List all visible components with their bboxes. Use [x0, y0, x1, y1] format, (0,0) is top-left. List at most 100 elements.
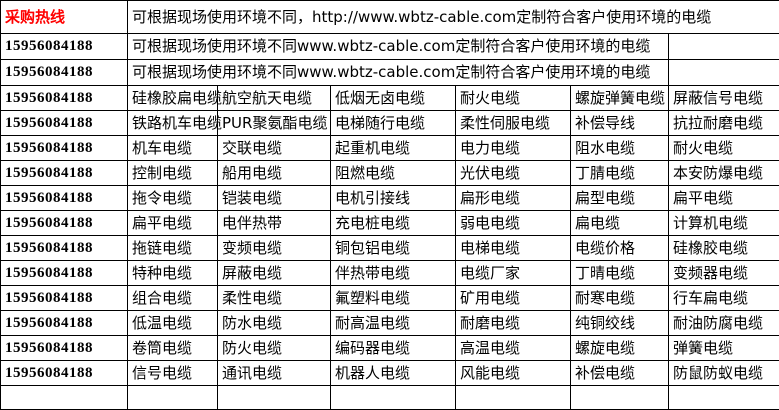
product-cell: 扁形电缆 — [456, 186, 571, 211]
product-cell: 本安防爆电缆 — [669, 161, 779, 186]
product-cell: 扁平电缆 — [669, 186, 779, 211]
product-cell: 编码器电缆 — [331, 336, 456, 361]
phone-number: 15956084188 — [1, 261, 128, 286]
product-cell: 扁平电缆 — [128, 211, 218, 236]
product-cell: 电机引接线 — [331, 186, 456, 211]
product-cell: 耐寒电缆 — [571, 286, 669, 311]
product-cell: 变频器电缆 — [669, 261, 779, 286]
product-cell: PUR聚氨酯电缆 — [218, 111, 331, 136]
product-cell: 计算机电缆 — [669, 211, 779, 236]
product-cell: 铠装电缆 — [218, 186, 331, 211]
promo-text-short: 可根据现场使用环境不同www.wbtz-cable.com定制符合客户使用环境的… — [128, 34, 669, 60]
product-cell: 防鼠防蚁电缆 — [669, 361, 779, 386]
product-cell: 电伴热带 — [218, 211, 331, 236]
empty-cell — [669, 386, 779, 410]
product-cell: 机车电缆 — [128, 136, 218, 161]
phone-number: 15956084188 — [1, 34, 128, 60]
product-cell: 弱电电缆 — [456, 211, 571, 236]
product-cell: 拖令电缆 — [128, 186, 218, 211]
product-cell: 光伏电缆 — [456, 161, 571, 186]
hotline-row: 采购热线 可根据现场使用环境不同，http://www.wbtz-cable.c… — [1, 1, 779, 34]
product-cell: 阻水电缆 — [571, 136, 669, 161]
product-cell: 机器人电缆 — [331, 361, 456, 386]
product-cell: 电缆价格 — [571, 236, 669, 261]
product-cell: 丁腈电缆 — [571, 161, 669, 186]
product-cell: 柔性电缆 — [218, 286, 331, 311]
product-cell: 电梯随行电缆 — [331, 111, 456, 136]
table-row: 15956084188 信号电缆 通讯电缆 机器人电缆 风能电缆 补偿电缆 防鼠… — [1, 361, 779, 386]
product-cell: 卷筒电缆 — [128, 336, 218, 361]
table-row: 15956084188 拖链电缆 变频电缆 铜包铝电缆 电梯电缆 电缆价格 硅橡… — [1, 236, 779, 261]
table-row: 15956084188 扁平电缆 电伴热带 充电桩电缆 弱电电缆 扁电缆 计算机… — [1, 211, 779, 236]
product-cell: 行车扁电缆 — [669, 286, 779, 311]
product-cell: 补偿导线 — [571, 111, 669, 136]
product-cell: 螺旋电缆 — [571, 336, 669, 361]
product-cell: 螺旋弹簧电缆 — [571, 86, 669, 111]
product-cell: 充电桩电缆 — [331, 211, 456, 236]
product-cell: 纯铜绞线 — [571, 311, 669, 336]
product-cell: 风能电缆 — [456, 361, 571, 386]
hotline-label: 采购热线 — [1, 1, 128, 34]
empty-cell — [218, 386, 331, 410]
product-cell: 控制电缆 — [128, 161, 218, 186]
product-cell: 低温电缆 — [128, 311, 218, 336]
phone-number: 15956084188 — [1, 86, 128, 111]
empty-row — [1, 386, 779, 410]
product-cell: 柔性伺服电缆 — [456, 111, 571, 136]
empty-cell — [331, 386, 456, 410]
empty-cell — [571, 386, 669, 410]
product-cell: 氟塑料电缆 — [331, 286, 456, 311]
product-cell: 屏蔽信号电缆 — [669, 86, 779, 111]
product-cell: 补偿电缆 — [571, 361, 669, 386]
empty-cell — [456, 386, 571, 410]
table-row: 15956084188 机车电缆 交联电缆 起重机电缆 电力电缆 阻水电缆 耐火… — [1, 136, 779, 161]
product-cell: 弹簧电缆 — [669, 336, 779, 361]
product-cell: 特种电缆 — [128, 261, 218, 286]
phone-number: 15956084188 — [1, 60, 128, 86]
product-cell: 铜包铝电缆 — [331, 236, 456, 261]
promo-text-full: 可根据现场使用环境不同，http://www.wbtz-cable.com定制符… — [128, 1, 779, 34]
phone-number: 15956084188 — [1, 361, 128, 386]
product-cell: 电力电缆 — [456, 136, 571, 161]
table-row: 15956084188 组合电缆 柔性电缆 氟塑料电缆 矿用电缆 耐寒电缆 行车… — [1, 286, 779, 311]
product-cell: 抗拉耐磨电缆 — [669, 111, 779, 136]
phone-number: 15956084188 — [1, 336, 128, 361]
table-row: 15956084188 硅橡胶扁电缆 航空航天电缆 低烟无卤电缆 耐火电缆 螺旋… — [1, 86, 779, 111]
product-cell: 伴热带电缆 — [331, 261, 456, 286]
product-cell: 耐磨电缆 — [456, 311, 571, 336]
product-cell: 铁路机车电缆 — [128, 111, 218, 136]
product-cell: 低烟无卤电缆 — [331, 86, 456, 111]
product-cell: 扁电缆 — [571, 211, 669, 236]
product-cell: 电缆厂家 — [456, 261, 571, 286]
product-cell: 电梯电缆 — [456, 236, 571, 261]
product-cell: 防火电缆 — [218, 336, 331, 361]
product-cell: 扁型电缆 — [571, 186, 669, 211]
product-cell: 船用电缆 — [218, 161, 331, 186]
table-row: 15956084188 卷筒电缆 防火电缆 编码器电缆 高温电缆 螺旋电缆 弹簧… — [1, 336, 779, 361]
product-cell: 硅橡胶扁电缆 — [128, 86, 218, 111]
product-cell: 硅橡胶电缆 — [669, 236, 779, 261]
product-cell: 阻燃电缆 — [331, 161, 456, 186]
product-cell: 起重机电缆 — [331, 136, 456, 161]
product-cell: 耐火电缆 — [669, 136, 779, 161]
promo-row: 15956084188 可根据现场使用环境不同www.wbtz-cable.co… — [1, 34, 779, 60]
product-cell: 信号电缆 — [128, 361, 218, 386]
table-row: 15956084188 特种电缆 屏蔽电缆 伴热带电缆 电缆厂家 丁晴电缆 变频… — [1, 261, 779, 286]
phone-number: 15956084188 — [1, 311, 128, 336]
phone-number: 15956084188 — [1, 111, 128, 136]
empty-cell — [128, 386, 218, 410]
product-cell: 屏蔽电缆 — [218, 261, 331, 286]
promo-row: 15956084188 可根据现场使用环境不同www.wbtz-cable.co… — [1, 60, 779, 86]
table-row: 15956084188 低温电缆 防水电缆 耐高温电缆 耐磨电缆 纯铜绞线 耐油… — [1, 311, 779, 336]
table-row: 15956084188 铁路机车电缆 PUR聚氨酯电缆 电梯随行电缆 柔性伺服电… — [1, 111, 779, 136]
product-cell: 通讯电缆 — [218, 361, 331, 386]
phone-number: 15956084188 — [1, 186, 128, 211]
phone-number: 15956084188 — [1, 136, 128, 161]
product-cell: 丁晴电缆 — [571, 261, 669, 286]
empty-cell — [1, 386, 128, 410]
product-cell: 防水电缆 — [218, 311, 331, 336]
table-row: 15956084188 拖令电缆 铠装电缆 电机引接线 扁形电缆 扁型电缆 扁平… — [1, 186, 779, 211]
product-cell: 耐火电缆 — [456, 86, 571, 111]
product-cell: 组合电缆 — [128, 286, 218, 311]
